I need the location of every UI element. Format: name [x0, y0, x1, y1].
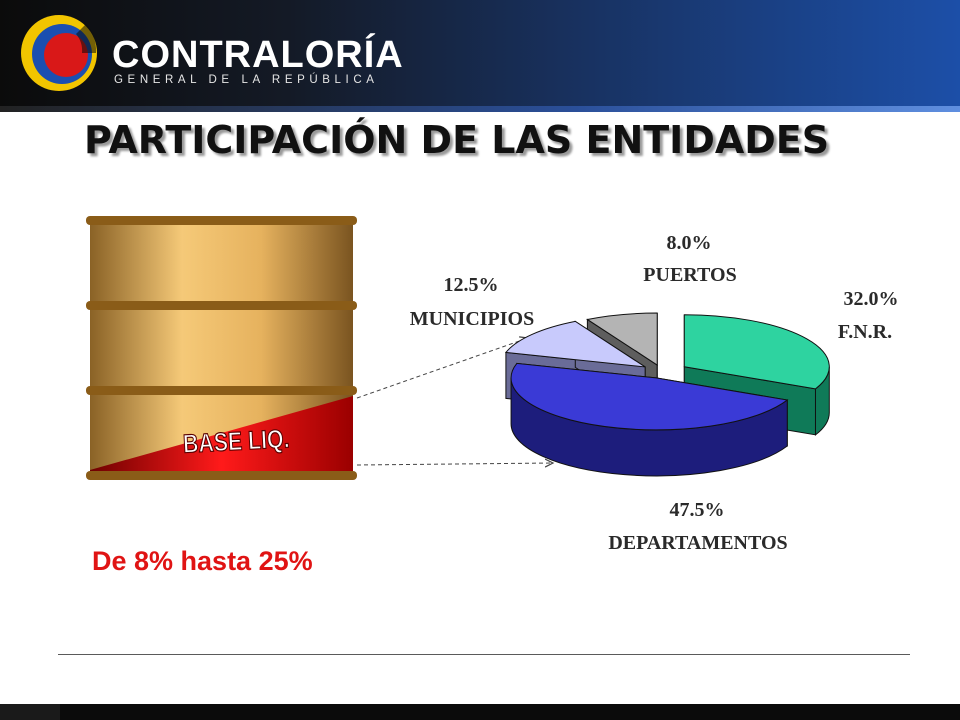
header-banner: CONTRALORÍA GENERAL DE LA REPÚBLICA — [0, 0, 960, 112]
contraloria-logo-icon — [21, 15, 97, 91]
slice-value-municipios: 12.5% — [444, 274, 499, 296]
slice-name-puertos: PUERTOS — [643, 264, 736, 286]
barrel-hoop-lower — [86, 386, 357, 395]
connector-arrow-lower — [356, 463, 553, 465]
slice-value-fnr: 32.0% — [844, 288, 899, 310]
org-name: CONTRALORÍA — [112, 34, 404, 76]
barrel-hoop-bottom — [86, 471, 357, 480]
slice-value-puertos: 8.0% — [667, 232, 712, 254]
barrel-hoop-upper — [86, 301, 357, 310]
range-text: De 8% hasta 25% — [92, 546, 313, 576]
connector-arrow-upper — [356, 338, 528, 399]
org-subtitle: GENERAL DE LA REPÚBLICA — [114, 74, 379, 86]
barrel-hoop-top — [86, 216, 357, 225]
pie-slice-departamentos — [510, 362, 789, 431]
slide-title: PARTICIPACIÓN DE LAS ENTIDADES — [84, 118, 830, 162]
slice-name-municipios: MUNICIPIOS — [410, 308, 534, 330]
slice-name-fnr: F.N.R. — [838, 321, 892, 343]
slice-name-departamentos: DEPARTAMENTOS — [608, 532, 787, 554]
bottom-divider — [58, 654, 910, 655]
pie-labels: 32.0% F.N.R. 47.5% DEPARTAMENTOS 12.5% M… — [410, 232, 899, 554]
footer-accent — [0, 704, 60, 720]
barrel: BASE LIQ. — [86, 216, 357, 480]
header-stripe — [0, 106, 960, 112]
barrel-label: BASE LIQ. — [182, 424, 290, 459]
footer-bar — [0, 704, 960, 720]
pie-slice-fnr — [683, 314, 830, 390]
pie-chart — [504, 312, 830, 477]
pie-slice-puertos — [586, 312, 658, 366]
slice-value-departamentos: 47.5% — [670, 499, 725, 521]
barrel-base-liq-fill — [90, 396, 353, 474]
pie-slice-municipios — [504, 320, 646, 368]
